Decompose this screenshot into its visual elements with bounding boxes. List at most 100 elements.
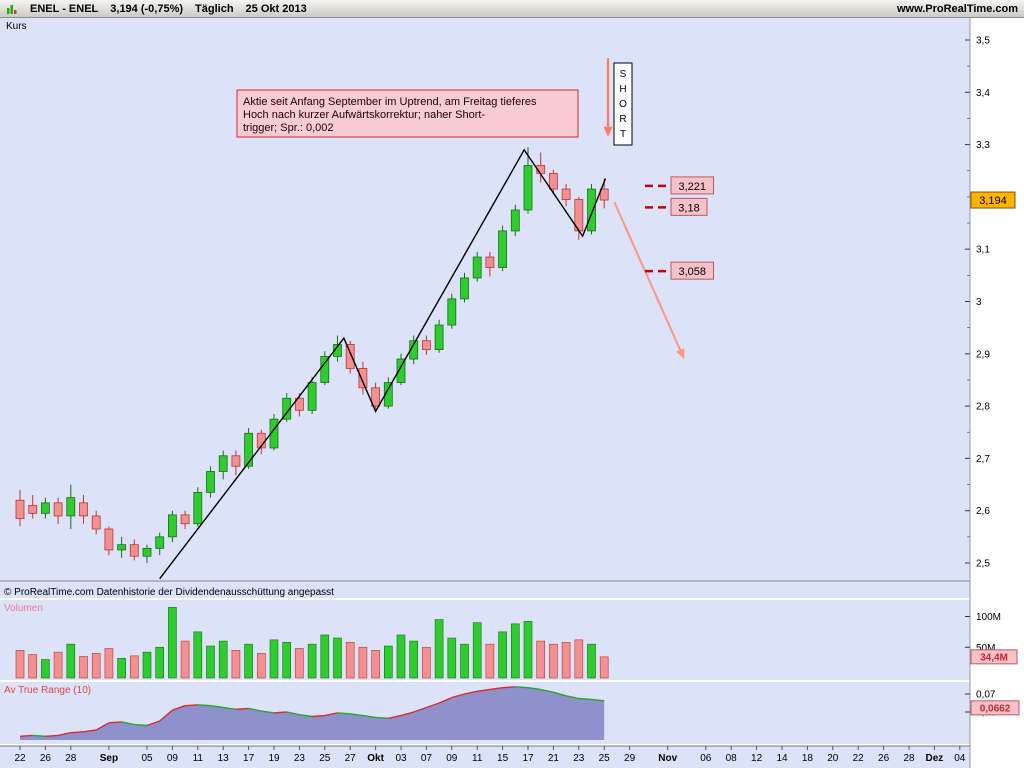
level-badge[interactable] [670,197,708,216]
atr-line-segment [591,698,605,702]
volume-bar [193,631,203,679]
atr-line-segment [337,712,351,715]
candle-body [53,502,63,517]
volume-bar [498,631,507,679]
instrument-name: ENEL - ENEL [30,2,99,15]
atr-line-segment [451,693,465,699]
volume-bar [549,643,558,679]
short-label-letter: R [619,114,626,125]
y-axis-label: 2,7 [976,454,990,465]
candle-body [167,514,177,538]
y-axis-label: 2,9 [976,349,990,360]
atr-line-segment [413,706,427,713]
prorealtime-link[interactable]: www.ProRealTime.com [896,2,1018,15]
atr-line-segment [83,729,97,733]
atr-line-segment [502,686,516,689]
candle-body [485,256,495,268]
atr-line-segment [197,704,211,707]
x-axis-label: 19 [268,753,280,764]
atr-line-segment [159,709,173,722]
x-axis-label: 27 [345,753,357,764]
volume-bar [282,642,292,679]
atr-line-segment [286,711,300,716]
y-axis-label: 2,6 [976,506,990,517]
atr-line-segment [185,704,198,707]
candle-body [549,172,558,190]
atr-line-segment [565,695,579,700]
volume-badge-label: 34,4M [980,652,1008,663]
atr-line-segment [235,707,249,710]
candle-body [396,358,406,383]
volume-bar [434,619,444,679]
candle-body [409,340,419,360]
atr-line-segment [362,714,376,719]
x-axis-label: 26 [40,753,52,764]
x-axis-label: 23 [573,753,585,764]
volume-bar [66,643,76,679]
atr-line-segment [312,714,325,718]
volume-bar [358,646,368,679]
y-axis-label: 3,3 [976,140,990,151]
candle-body [320,356,330,383]
candle-body [599,188,609,201]
y-axis-label: 2,8 [976,402,990,413]
x-axis-label: Dez [926,753,944,764]
x-axis-label: Sep [100,753,118,764]
volume-bar [371,650,380,679]
atr-line-segment [527,687,541,691]
atr-pane-title: Av True Range (10) [4,685,91,696]
candle-body [333,343,342,357]
atr-line-segment [121,721,135,726]
volume-bar [523,621,533,679]
level-badge[interactable] [670,261,714,280]
volume-bar [561,642,571,679]
level-badge[interactable] [670,176,714,195]
x-axis-label: 23 [294,753,306,764]
annotation-line: trigger; Spr.: 0,002 [243,122,334,134]
copyright-text: © ProRealTime.com Datenhistorie der Divi… [4,587,334,598]
time-axis-strip [0,746,970,768]
volume-bar [142,651,152,679]
volume-axis-label: 100M [976,612,1001,623]
x-axis-label: 09 [167,753,179,764]
candle-body [561,188,571,200]
x-axis-label: 22 [853,753,865,764]
y-axis-label: 3,5 [976,36,990,47]
level-badge-label[interactable]: 3,221 [678,181,706,193]
projection-arrow-head [676,348,685,360]
timeframe-label: Täglich [195,2,234,15]
volume-bar [307,643,317,679]
x-axis-label: 06 [700,753,712,764]
candle-body [587,188,596,232]
candle-body [307,382,317,411]
atr-line-segment [134,723,148,727]
short-label-letter: S [620,69,627,80]
x-axis-label: 15 [497,753,509,764]
candle-body [421,340,431,351]
candle-body [434,324,444,351]
atr-line-segment [19,734,33,737]
candle-body [460,277,469,300]
short-label-box[interactable] [613,62,633,146]
candle-body [472,256,482,279]
volume-bar [41,659,50,679]
annotation-box[interactable] [236,89,579,138]
x-axis-label: 11 [472,753,483,764]
x-axis-label: 17 [243,753,255,764]
level-badge-label[interactable]: 3,058 [678,266,706,278]
x-axis-label: 20 [827,753,839,764]
x-axis-label: 11 [193,753,204,764]
volume-bar [599,656,609,679]
candle-body [104,528,114,551]
volume-bar [472,622,482,679]
volume-bar [218,640,228,679]
x-axis-label: 18 [802,753,814,764]
candle-body [244,432,254,467]
candle-body [231,455,241,467]
volume-bar [295,648,304,679]
volume-bar [409,640,419,679]
level-badge-label[interactable]: 3,18 [678,202,699,214]
atr-line-segment [261,710,275,714]
atr-line-segment [210,705,224,709]
